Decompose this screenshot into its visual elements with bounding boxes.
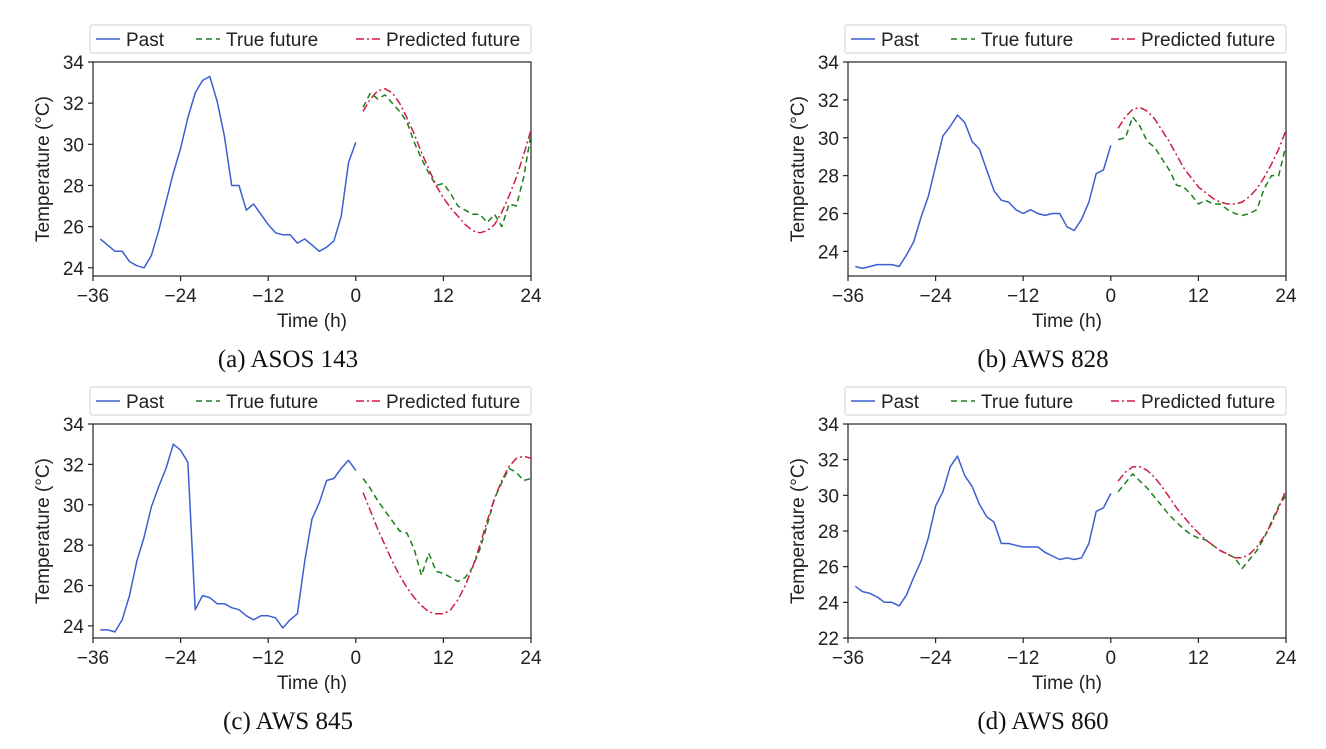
y-tick-label: 26 [818,205,839,226]
legend-label: True future [981,392,1073,413]
legend-label: Past [881,30,920,51]
x-tick-label: −36 [77,648,109,669]
y-tick-label: 30 [818,129,839,150]
y-axis-title: Temperature (°C) [788,458,809,604]
x-axis-title: Time (h) [277,673,347,694]
x-tick-label: −36 [832,648,864,669]
x-tick-label: 0 [351,286,362,307]
x-tick-label: −12 [1007,286,1039,307]
y-tick-label: 32 [818,451,839,472]
y-tick-label: 22 [818,629,839,650]
x-tick-label: 12 [433,286,454,307]
legend-label: Predicted future [386,392,520,413]
y-tick-label: 34 [63,53,85,74]
plot-frame [847,61,1287,277]
x-axis-title: Time (h) [1032,311,1102,332]
y-tick-label: 28 [63,536,84,557]
legend-box [89,24,532,54]
legend-box [844,24,1287,54]
x-tick-label: −12 [1007,648,1039,669]
legend-label: Predicted future [1141,30,1275,51]
plot-frame [847,423,1287,639]
legend-label: True future [226,392,318,413]
x-tick-label: 24 [1275,648,1297,669]
y-tick-label: 34 [818,415,840,436]
x-tick-label: −36 [77,286,109,307]
x-tick-label: 0 [1106,648,1117,669]
x-tick-label: 0 [1106,286,1117,307]
series-line-true-future [1117,473,1286,570]
y-tick-label: 32 [818,91,839,112]
plot-frame [92,61,532,277]
y-tick-label: 24 [818,593,840,614]
legend-label: Predicted future [386,30,520,51]
panel-caption: (a) ASOS 143 [218,346,358,373]
y-tick-label: 24 [63,617,85,638]
chart-panel-3: −36 −24 −12 0 12 24 22 24 26 28 30 32 34 Time (h) Temp… [788,386,1297,735]
series-line-past [854,455,1112,607]
x-tick-label: −36 [832,286,864,307]
x-tick-label: −24 [919,286,952,307]
series-line-predicted-future [1117,466,1286,559]
chart-panel-0: −36 −24 −12 0 12 24 24 26 28 30 32 34 Time (h) Temper… [33,24,542,373]
panel-caption: (c) AWS 845 [223,708,353,735]
series-line-predicted-future [1117,106,1286,205]
y-tick-label: 24 [818,242,840,263]
plot-frame [92,423,532,639]
series-line-true-future [1117,116,1286,217]
series-line-past [100,443,357,633]
x-tick-label: −12 [252,286,284,307]
legend-label: Past [881,392,920,413]
series-line-past [99,75,357,269]
legend-label: True future [981,30,1073,51]
y-tick-label: 34 [63,415,85,436]
y-tick-label: 34 [818,53,840,74]
y-tick-label: 28 [818,522,839,543]
y-tick-label: 26 [63,218,84,239]
series-line-true-future [362,92,531,228]
x-tick-label: 24 [1275,286,1297,307]
series-line-predicted-future [362,455,531,615]
panel-caption: (d) AWS 860 [977,708,1108,735]
y-axis-title: Temperature (°C) [788,96,809,242]
x-tick-label: −12 [252,648,284,669]
legend-label: True future [226,30,318,51]
x-tick-label: 24 [520,286,542,307]
legend-label: Past [126,392,165,413]
x-tick-label: 12 [433,648,454,669]
chart-panel-1: −36 −24 −12 0 12 24 24 26 28 30 32 34 Time (h) Temper… [788,24,1297,373]
y-tick-label: 26 [63,577,84,598]
y-tick-label: 28 [63,176,84,197]
series-line-true-future [362,467,531,583]
x-axis-title: Time (h) [277,311,347,332]
x-tick-label: 12 [1188,648,1209,669]
x-tick-label: 0 [351,648,362,669]
y-tick-label: 32 [63,94,84,115]
y-axis-title: Temperature (°C) [33,458,54,604]
y-tick-label: 30 [63,135,84,156]
y-tick-label: 32 [63,455,84,476]
legend-box [89,386,532,416]
panel-caption: (b) AWS 828 [977,346,1108,373]
legend-label: Past [126,30,165,51]
x-tick-label: 12 [1188,286,1209,307]
y-tick-label: 24 [63,259,85,280]
legend-box [844,386,1287,416]
y-tick-label: 26 [818,558,839,579]
x-tick-label: −24 [164,648,197,669]
y-tick-label: 30 [818,486,839,507]
series-line-predicted-future [362,87,531,234]
chart-panel-2: −36 −24 −12 0 12 24 24 26 28 30 32 34 Time (h) Temper… [33,386,542,735]
y-axis-title: Temperature (°C) [33,96,54,242]
x-tick-label: −24 [919,648,952,669]
x-tick-label: −24 [164,286,197,307]
x-axis-title: Time (h) [1032,673,1102,694]
series-line-past [855,114,1112,270]
legend-label: Predicted future [1141,392,1275,413]
y-tick-label: 30 [63,496,84,517]
y-tick-label: 28 [818,167,839,188]
x-tick-label: 24 [520,648,542,669]
